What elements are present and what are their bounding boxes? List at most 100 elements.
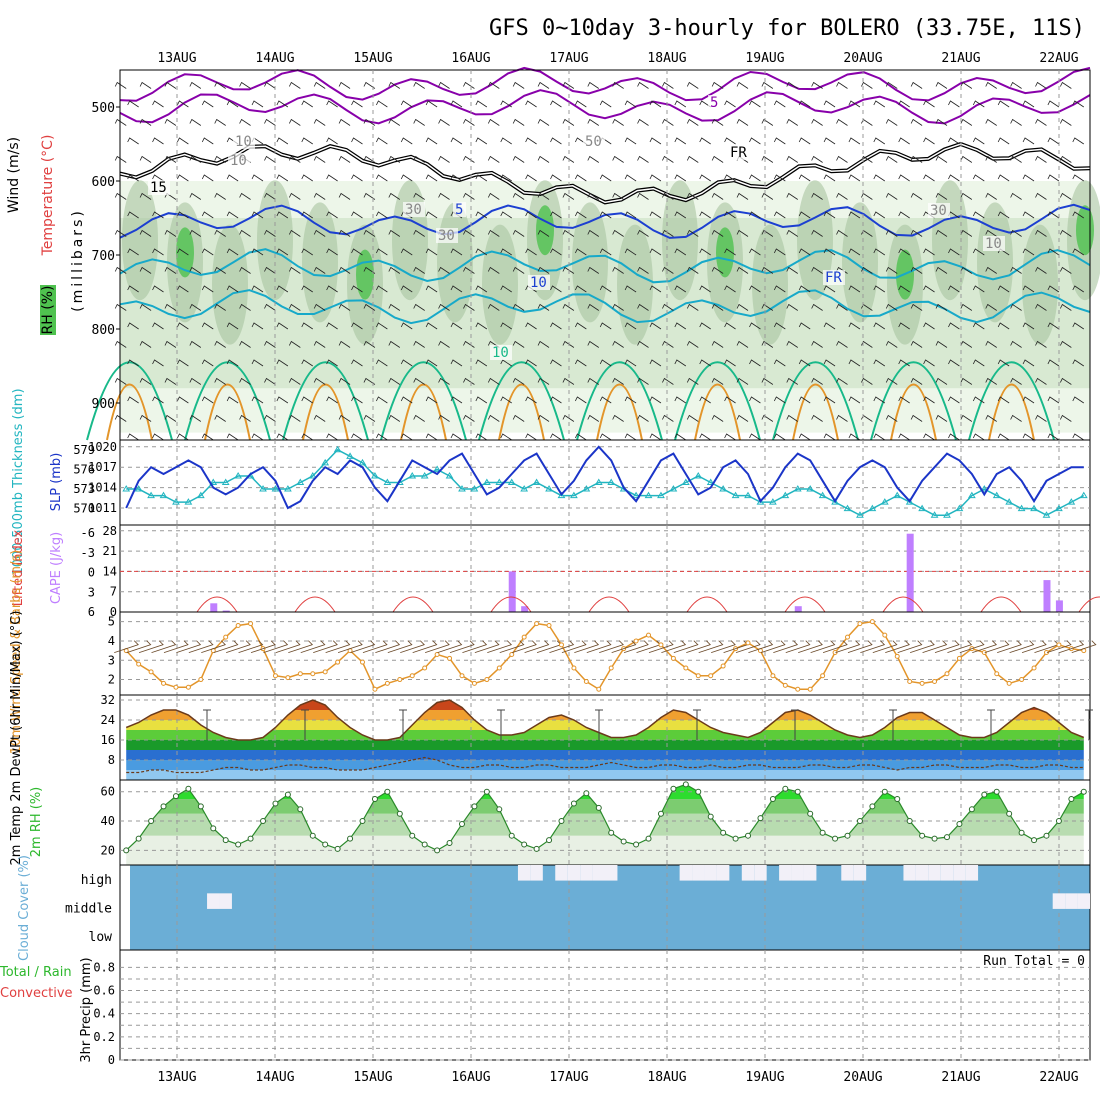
wind-barb (599, 285, 612, 293)
wind-barb (1035, 266, 1047, 274)
wind-barb (574, 322, 587, 330)
wind-barb (338, 192, 351, 200)
wind-barb (724, 322, 736, 330)
wind-barb (761, 155, 774, 163)
wind10m-barb (872, 640, 898, 654)
wind-barb (152, 322, 164, 330)
wind-barb (500, 100, 512, 108)
date-label-bottom: 13AUG (157, 1070, 196, 1085)
wind-barb (985, 340, 997, 348)
wind-barb (749, 322, 761, 330)
wind-barb (885, 118, 898, 126)
rh-legend-swatch (40, 285, 56, 335)
wind-speed-marker (869, 619, 875, 625)
wind-barb (948, 100, 960, 108)
wind-barb (512, 340, 525, 348)
wind-barb (773, 433, 786, 441)
thickness-marker (458, 485, 466, 492)
wind-barb (612, 266, 624, 274)
rh-marker (297, 806, 304, 813)
cloud-bar-high (692, 865, 705, 881)
wind10m-barb (885, 640, 910, 654)
wind-barb (811, 229, 823, 237)
wind-barb (786, 229, 798, 237)
rh-marker (894, 796, 901, 803)
wind-barb (1072, 433, 1085, 441)
wind-barb (836, 377, 848, 385)
temp-contour-15 (576, 361, 663, 441)
rh-marker (707, 813, 714, 820)
wind-barb (376, 396, 388, 404)
wind-barb (923, 174, 935, 182)
rh-marker (458, 820, 465, 827)
wind-barb (749, 396, 761, 404)
rh-marker (1006, 810, 1013, 817)
rh-marker (533, 845, 540, 852)
wind-barb (363, 81, 376, 89)
wind-barb (276, 174, 289, 182)
wind10m-barb (138, 640, 164, 654)
wind-barb (885, 377, 898, 385)
wind-barb (388, 229, 401, 237)
wind-barb (935, 192, 948, 200)
thickness-marker (918, 504, 926, 512)
thickness-marker (781, 491, 790, 499)
wind-barb (1010, 266, 1022, 274)
thickness-marker (868, 504, 877, 512)
precip-tick-label: 0.6 (93, 984, 115, 998)
wind-barb (301, 100, 313, 108)
wind10m-barb (984, 640, 1010, 654)
wind-barb (1022, 396, 1035, 404)
thickness-marker (159, 491, 168, 499)
wind-barb (550, 211, 562, 219)
wind-barb (773, 322, 786, 330)
wind-barb (189, 377, 202, 385)
wind-barb (438, 118, 450, 126)
wind-barb (836, 414, 848, 422)
wind-barb (599, 322, 612, 330)
cape-bar (508, 571, 516, 612)
wind-barb (749, 359, 761, 367)
cloud-bar-high (915, 865, 929, 881)
thickness-marker (259, 485, 267, 492)
wind-barb (997, 322, 1010, 330)
wind-barb (599, 211, 612, 219)
wind-barb (388, 414, 401, 422)
cloud-level-label-middle: middle (65, 902, 112, 917)
wind-barb (836, 229, 848, 237)
date-label-top: 20AUG (843, 51, 882, 66)
wind-barb (960, 81, 973, 89)
wind-barb (1059, 414, 1072, 422)
wind-barb (512, 414, 525, 422)
wind10m-barb (499, 640, 525, 654)
wind-barb (264, 266, 276, 274)
li-curve (196, 596, 238, 613)
date-label-bottom: 16AUG (451, 1070, 490, 1085)
wind-barb (177, 285, 189, 293)
wind-barb (898, 174, 910, 182)
wind-barb (376, 100, 388, 108)
wind-barb (550, 174, 562, 182)
cloud-bar-high (903, 865, 916, 881)
wind-barb (376, 137, 388, 145)
wind-barb (997, 285, 1010, 293)
wind10m-barb (661, 640, 687, 654)
wind-barb (276, 248, 289, 256)
rh-marker (172, 793, 179, 800)
wind-barb (836, 118, 848, 126)
wind-barb (711, 81, 724, 89)
wind-barb (276, 100, 289, 108)
wind-barb (674, 211, 687, 219)
wind-barb (139, 340, 152, 348)
minmax-bar (1085, 709, 1093, 740)
slp-tick-label: 1011 (88, 501, 117, 515)
panel-frame (119, 949, 1091, 1061)
wind-barb (761, 192, 774, 200)
wind-barb (786, 266, 798, 274)
wind-barb (475, 396, 488, 404)
wind-barb (425, 211, 438, 219)
wind-barb (201, 248, 214, 256)
wind-barb (301, 248, 313, 256)
wind-speed-marker (807, 686, 813, 692)
wind-barb (201, 174, 214, 182)
